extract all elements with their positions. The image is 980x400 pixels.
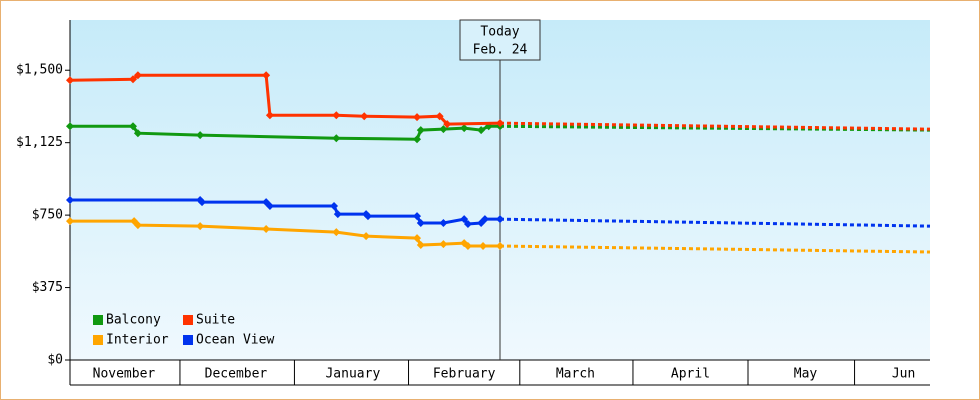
point-marker	[330, 202, 339, 211]
point-marker	[480, 215, 489, 224]
legend-label: Suite	[196, 313, 235, 328]
x-tick-label: January	[325, 367, 380, 382]
point-marker	[198, 198, 207, 207]
forecast-line	[499, 217, 931, 228]
point-marker	[463, 220, 472, 228]
x-tick-label: April	[671, 367, 710, 382]
point-marker	[363, 212, 372, 221]
point-marker	[463, 242, 472, 251]
point-marker	[66, 217, 74, 226]
legend-swatch	[93, 315, 103, 325]
legend-swatch	[183, 335, 193, 345]
point-marker	[460, 215, 469, 224]
point-marker	[416, 126, 425, 135]
legend-label: Interior	[106, 333, 169, 348]
point-marker	[416, 219, 425, 228]
today-label: Feb. 24	[473, 43, 528, 58]
point-marker	[332, 228, 341, 237]
x-tick-label: Jun	[892, 367, 915, 382]
point-marker	[435, 112, 444, 121]
point-marker	[413, 212, 422, 221]
today-label: Today	[480, 25, 519, 40]
y-tick-label: $1,500	[16, 63, 63, 78]
point-marker	[413, 135, 422, 144]
x-tick-label: May	[794, 367, 818, 382]
y-tick-label: $750	[32, 208, 63, 223]
point-marker	[360, 112, 369, 121]
point-marker	[362, 232, 371, 241]
point-marker	[66, 122, 74, 131]
point-marker	[66, 76, 74, 85]
point-marker	[133, 221, 142, 230]
x-tick-label: November	[93, 367, 156, 382]
point-marker	[196, 131, 205, 140]
point-marker	[496, 215, 504, 224]
point-marker	[133, 129, 142, 138]
x-tick-label: February	[433, 367, 496, 382]
point-marker	[416, 241, 425, 250]
y-tick-label: $0	[47, 353, 63, 368]
point-marker	[265, 202, 274, 211]
legend-swatch	[93, 335, 103, 345]
point-marker	[460, 124, 469, 133]
point-marker	[332, 134, 341, 143]
y-tick-label: $1,125	[16, 135, 63, 150]
point-marker	[196, 222, 205, 231]
point-marker	[333, 210, 342, 219]
point-marker	[439, 125, 448, 134]
y-tick-label: $375	[32, 280, 63, 295]
legend-swatch	[183, 315, 193, 325]
point-marker	[477, 126, 486, 135]
point-marker	[496, 242, 504, 251]
point-marker	[439, 219, 448, 228]
x-tick-label: March	[556, 367, 595, 382]
legend-label: Balcony	[106, 313, 161, 328]
point-marker	[265, 111, 274, 120]
point-marker	[262, 71, 271, 80]
point-marker	[439, 240, 448, 249]
forecast-line	[499, 121, 931, 131]
point-marker	[128, 75, 137, 84]
point-marker	[413, 234, 422, 243]
x-tick-label: December	[205, 367, 268, 382]
point-marker	[66, 196, 74, 205]
forecast-line	[499, 244, 931, 254]
point-marker	[413, 113, 422, 122]
point-marker	[262, 225, 271, 234]
today-box	[459, 19, 541, 61]
point-marker	[332, 111, 341, 120]
point-marker	[128, 122, 137, 131]
point-marker	[496, 119, 504, 128]
legend-label: Ocean View	[196, 333, 274, 348]
point-marker	[443, 120, 452, 129]
point-marker	[133, 71, 142, 80]
point-marker	[479, 242, 488, 251]
